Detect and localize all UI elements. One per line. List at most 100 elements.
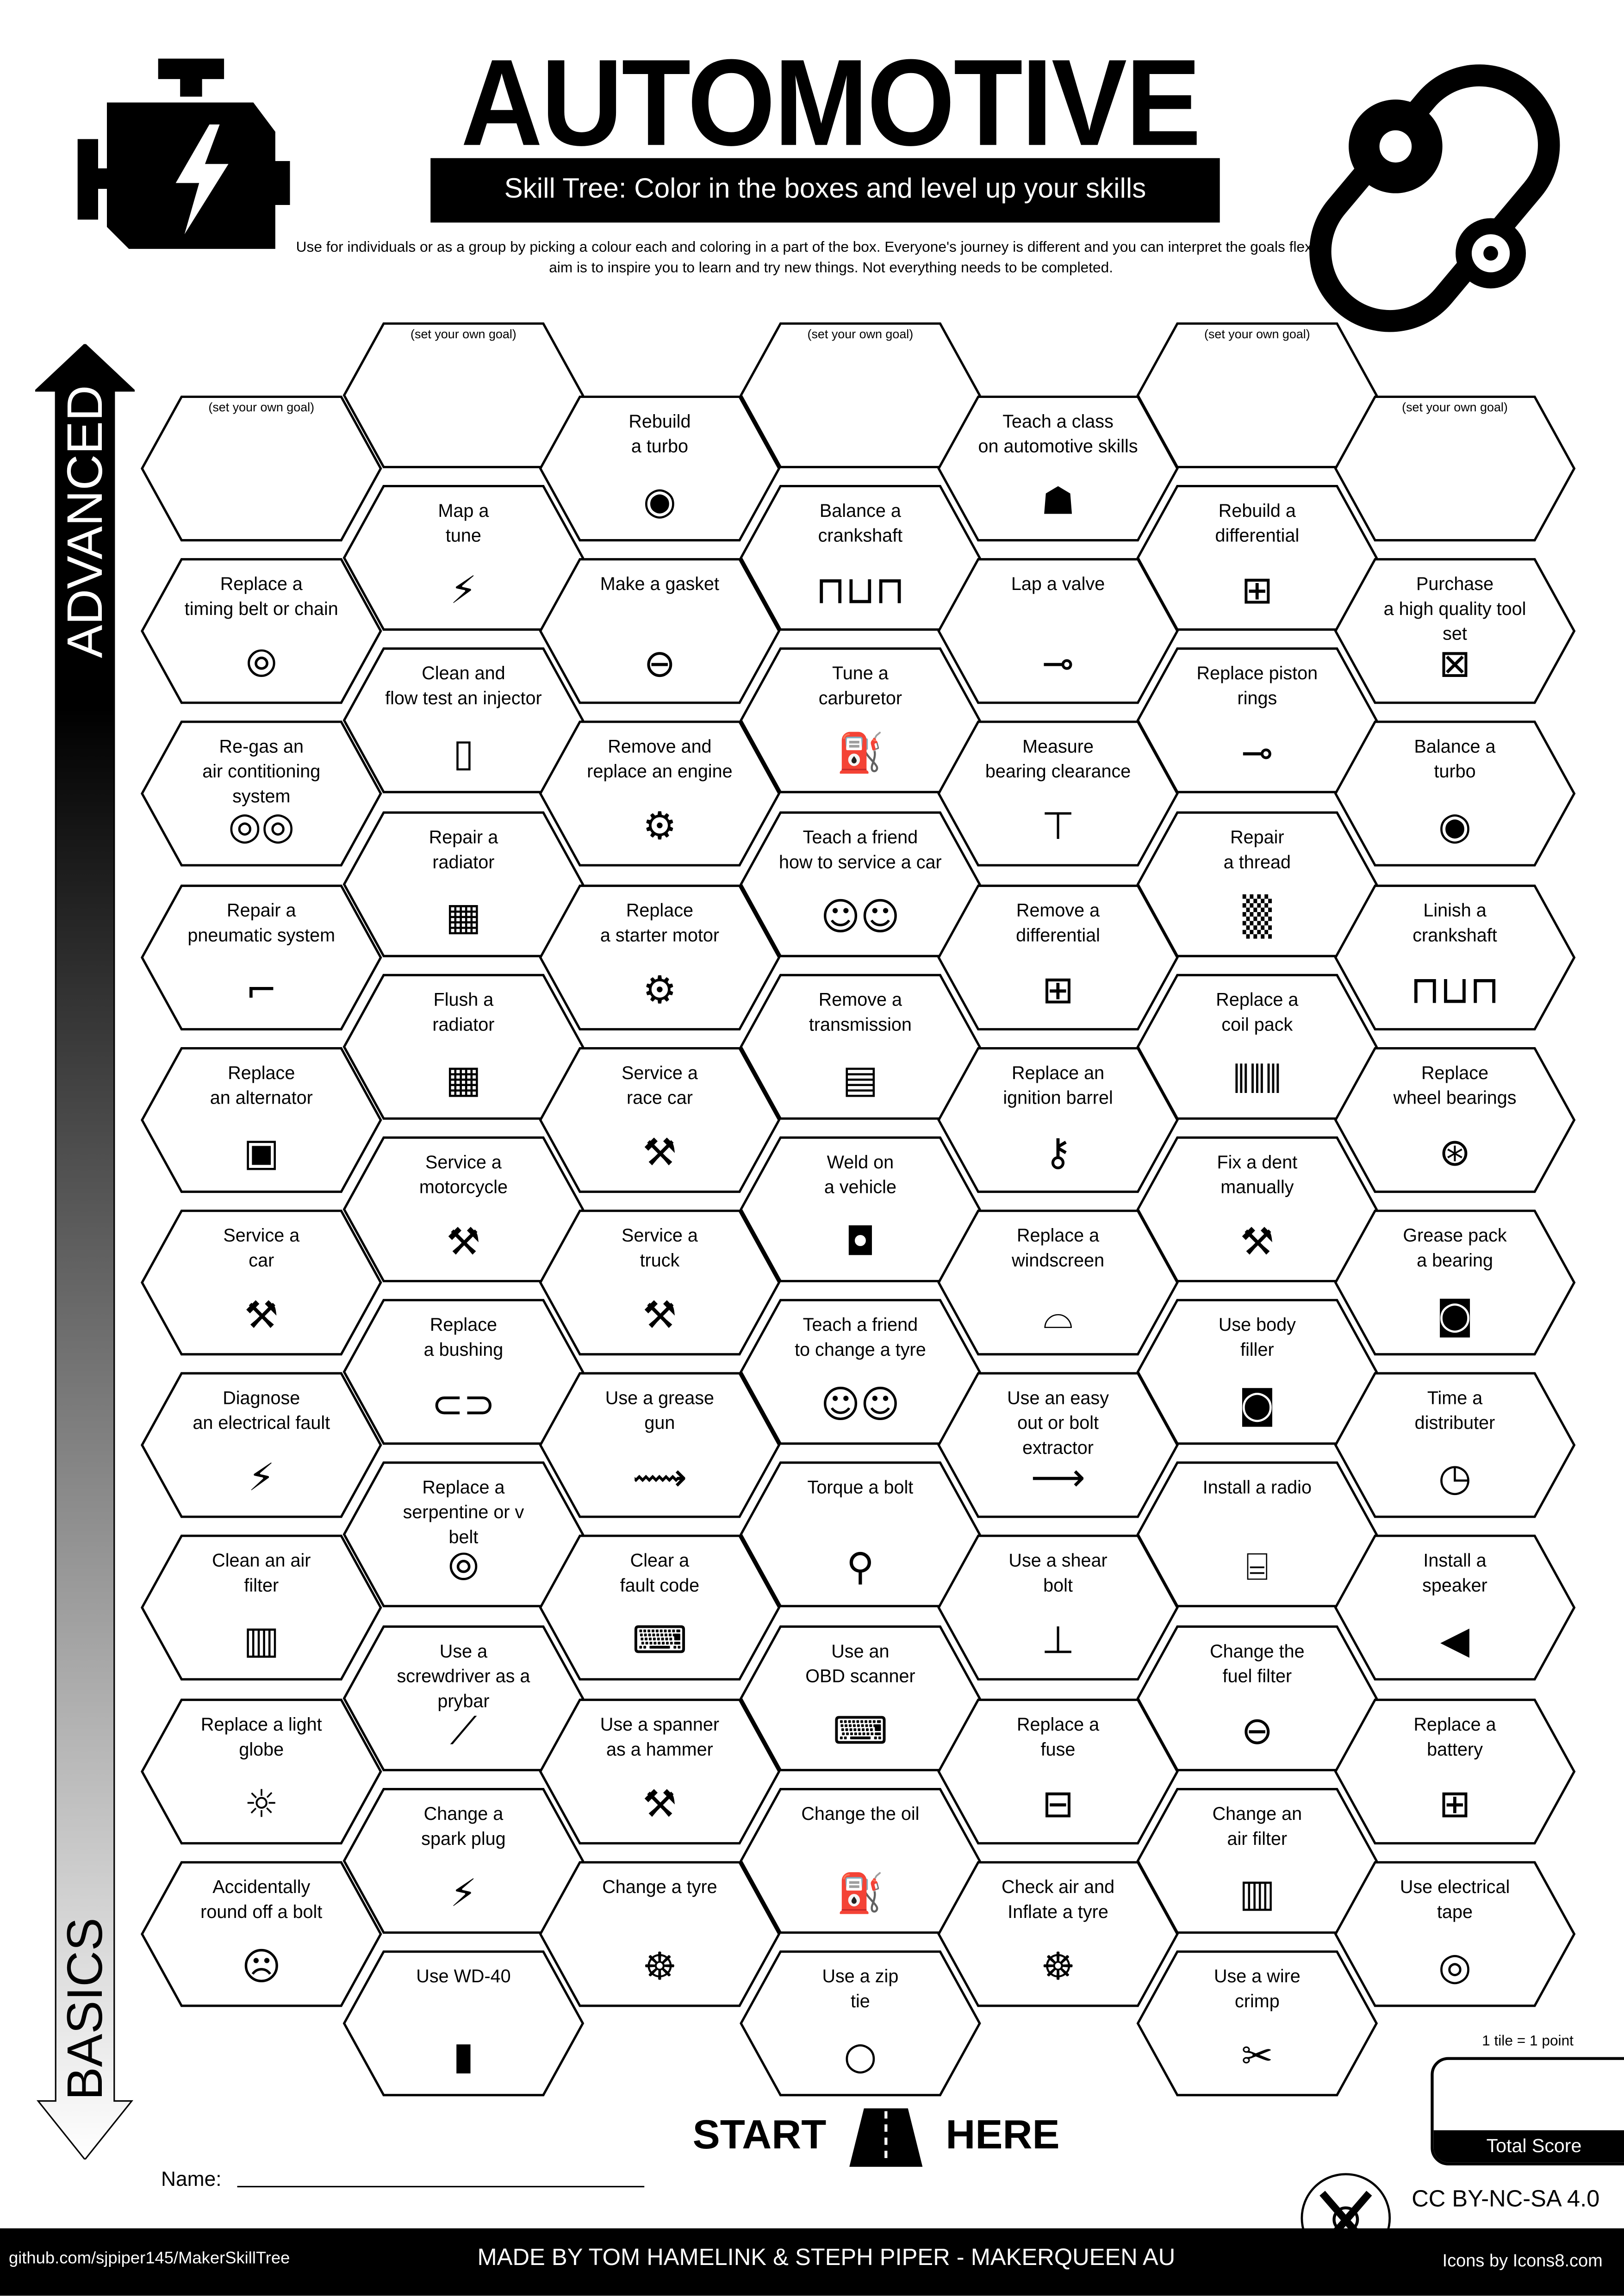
skill-tile[interactable]: Replace an alternator ▣ <box>141 1047 382 1193</box>
skill-tile[interactable]: Use WD-40 ▮ <box>342 1950 585 2097</box>
skill-tile[interactable]: Linish a crankshaft ⊓⊔⊓ <box>1334 884 1576 1030</box>
skill-tile[interactable]: Teach a friend to change a tyre ☺☺ <box>740 1299 981 1445</box>
skill-tile[interactable]: Check air and Inflate a tyre ☸ <box>937 1861 1179 2007</box>
skill-tile[interactable]: Teach a friend how to service a car ☺☺ <box>740 811 981 957</box>
tile-label: (set your own goal) <box>1402 399 1508 415</box>
skill-tile[interactable]: Replace piston rings ⊸ <box>1136 648 1378 794</box>
skill-tile[interactable]: Use body filler ◙ <box>1136 1299 1378 1445</box>
skill-tile[interactable]: Diagnose an electrical fault ⚡ <box>141 1372 382 1519</box>
skill-tile[interactable]: Service a motorcycle ⚒ <box>342 1136 585 1283</box>
skill-tile[interactable]: Replace a coil pack ⫴⫴⫴ <box>1136 973 1378 1120</box>
skill-tile[interactable]: Use a spanner as a hammer ⚒ <box>539 1698 781 1844</box>
skill-tile[interactable]: Clean and flow test an injector ▯ <box>342 648 585 794</box>
goal-tile[interactable]: (set your own goal) <box>1136 322 1378 468</box>
skill-tile[interactable]: Service a race car ⚒ <box>539 1047 781 1193</box>
tile-label: Replace a serpentine or v belt <box>403 1477 524 1548</box>
skill-tile[interactable]: Change a tyre ☸ <box>539 1861 781 2007</box>
skill-tile[interactable]: Change an air filter ▥ <box>1136 1787 1378 1934</box>
skill-tile[interactable]: Weld on a vehicle ◘ <box>740 1136 981 1283</box>
fuel-filter-icon: ⊖ <box>1241 1709 1273 1754</box>
tile-label: Replace a coil pack <box>1216 989 1299 1035</box>
skill-tile[interactable]: Remove and replace an engine ⚙ <box>539 721 781 867</box>
tile-label: Replace a fuse <box>1016 1713 1100 1759</box>
skill-tile[interactable]: Install a radio ⌸ <box>1136 1462 1378 1608</box>
skill-tile[interactable]: Use a zip tie ○ <box>740 1950 981 2097</box>
skill-tile[interactable]: Repair a thread ▒ <box>1136 811 1378 957</box>
skill-tile[interactable]: Use a screwdriver as a prybar ⟋ <box>342 1625 585 1771</box>
skill-tile[interactable]: Use an easy out or bolt extractor ⟶ <box>937 1372 1179 1519</box>
skill-tile[interactable]: Grease pack a bearing ◙ <box>1334 1210 1576 1356</box>
skill-tile[interactable]: Map a tune ⚡ <box>342 485 585 631</box>
skill-tile[interactable]: Change a spark plug ⚡ <box>342 1787 585 1934</box>
skill-tile[interactable]: Accidentally round off a bolt ☹ <box>141 1861 382 2007</box>
skill-tile[interactable]: Make a gasket ⊖ <box>539 558 781 704</box>
skill-tile[interactable]: Replace an ignition barrel ⚷ <box>937 1047 1179 1193</box>
skill-tile[interactable]: Re-gas an air contitioning system ◎◎ <box>141 721 382 867</box>
skill-tile[interactable]: Lap a valve ⊸ <box>937 558 1179 704</box>
skill-tile[interactable]: Replace a serpentine or v belt ⦾ <box>342 1462 585 1608</box>
skill-tile[interactable]: Replace a fuse ⊟ <box>937 1698 1179 1844</box>
valve-icon: ⊸ <box>1241 732 1273 777</box>
tools-icon: ⚒ <box>642 1131 677 1176</box>
lightning-icon: ⚡ <box>248 1457 275 1501</box>
skill-tile[interactable]: Repair a radiator ▦ <box>342 811 585 957</box>
skill-tile[interactable]: Repair a pneumatic system ⌐ <box>141 884 382 1030</box>
skill-tile[interactable]: Use electrical tape ◎ <box>1334 1861 1576 2007</box>
tile-label: Time a distributer <box>1414 1388 1495 1434</box>
goal-tile[interactable]: (set your own goal) <box>1334 395 1576 542</box>
tile-label: Use an OBD scanner <box>805 1640 915 1686</box>
hammer-icon: ⚒ <box>1240 1221 1275 1265</box>
skill-tile[interactable]: Rebuild a turbo ◉ <box>539 395 781 542</box>
grease-tub-icon: ◙ <box>1436 1294 1474 1338</box>
skill-tile[interactable]: Replace a bushing ⊂⊃ <box>342 1299 585 1445</box>
tile-label: Map a tune <box>438 501 489 546</box>
skill-tile[interactable]: Balance a crankshaft ⊓⊔⊓ <box>740 485 981 631</box>
tile-label: Use an easy out or bolt extractor <box>1007 1388 1109 1459</box>
goal-tile[interactable]: (set your own goal) <box>141 395 382 542</box>
tile-label: Make a gasket <box>600 574 720 595</box>
skill-tile[interactable]: Teach a class on automotive skills ☗ <box>937 395 1179 542</box>
total-score-box[interactable]: Total Score <box>1431 2057 1624 2166</box>
skill-tile[interactable]: Measure bearing clearance ⊤ <box>937 721 1179 867</box>
skill-tile[interactable]: Replace a timing belt or chain ⦾ <box>141 558 382 704</box>
skill-tile[interactable]: Time a distributer ◷ <box>1334 1372 1576 1519</box>
skill-tile[interactable]: Use a wire crimp ✂ <box>1136 1950 1378 2097</box>
wheel-icon: ☸ <box>642 1945 677 1990</box>
skill-tile[interactable]: Replace a battery ⊞ <box>1334 1698 1576 1844</box>
key-icon: ⚷ <box>1044 1131 1072 1176</box>
skill-tile[interactable]: Balance a turbo ◉ <box>1334 721 1576 867</box>
name-field[interactable] <box>237 2186 645 2188</box>
skill-tile[interactable]: Remove a differential ⊞ <box>937 884 1179 1030</box>
skill-tile[interactable]: Install a speaker ◀ <box>1334 1535 1576 1682</box>
skill-tile[interactable]: Use an OBD scanner ⌨ <box>740 1625 981 1771</box>
skill-tile[interactable]: Change the fuel filter ⊖ <box>1136 1625 1378 1771</box>
skill-tile[interactable]: Use a shear bolt ⊥ <box>937 1535 1179 1682</box>
tile-label: Service a truck <box>621 1225 698 1271</box>
skill-tile[interactable]: Fix a dent manually ⚒ <box>1136 1136 1378 1283</box>
github-link[interactable]: github.com/sjpiper145/MakerSkillTree <box>8 2250 290 2268</box>
skill-tile[interactable]: Purchase a high quality tool set ⊠ <box>1334 558 1576 704</box>
skill-tile[interactable]: Use a grease gun ⟿ <box>539 1372 781 1519</box>
road-icon <box>849 2108 923 2167</box>
skill-tile[interactable]: Clean an air filter ▥ <box>141 1535 382 1682</box>
goal-tile[interactable]: (set your own goal) <box>740 322 981 468</box>
skill-tile[interactable]: Replace a light globe ☼ <box>141 1698 382 1844</box>
skill-tile[interactable]: Remove a transmission ▤ <box>740 973 981 1120</box>
skill-tile[interactable]: Replace wheel bearings ⊛ <box>1334 1047 1576 1193</box>
skill-tile[interactable]: Change the oil ⛽ <box>740 1787 981 1934</box>
teacher-icon: ☗ <box>1041 480 1075 524</box>
tile-label: Service a car <box>223 1225 300 1271</box>
skill-tile[interactable]: Replace a starter motor ⚙ <box>539 884 781 1030</box>
tile-label: Install a speaker <box>1422 1551 1487 1597</box>
skill-tile[interactable]: Tune a carburetor ⛽ <box>740 648 981 794</box>
skill-tile[interactable]: Flush a radiator ▦ <box>342 973 585 1120</box>
skill-tile[interactable]: Clear a fault code ⌨ <box>539 1535 781 1682</box>
goal-tile[interactable]: (set your own goal) <box>342 322 585 468</box>
tile-label: Replace an alternator <box>210 1062 313 1108</box>
grease-gun-icon: ⟿ <box>632 1457 687 1501</box>
skill-tile[interactable]: Service a car ⚒ <box>141 1210 382 1356</box>
skill-tile[interactable]: Rebuild a differential ⊞ <box>1136 485 1378 631</box>
skill-tile[interactable]: Service a truck ⚒ <box>539 1210 781 1356</box>
skill-tile[interactable]: Torque a bolt ⚲ <box>740 1462 981 1608</box>
skill-tile[interactable]: Replace a windscreen ⌓ <box>937 1210 1179 1356</box>
